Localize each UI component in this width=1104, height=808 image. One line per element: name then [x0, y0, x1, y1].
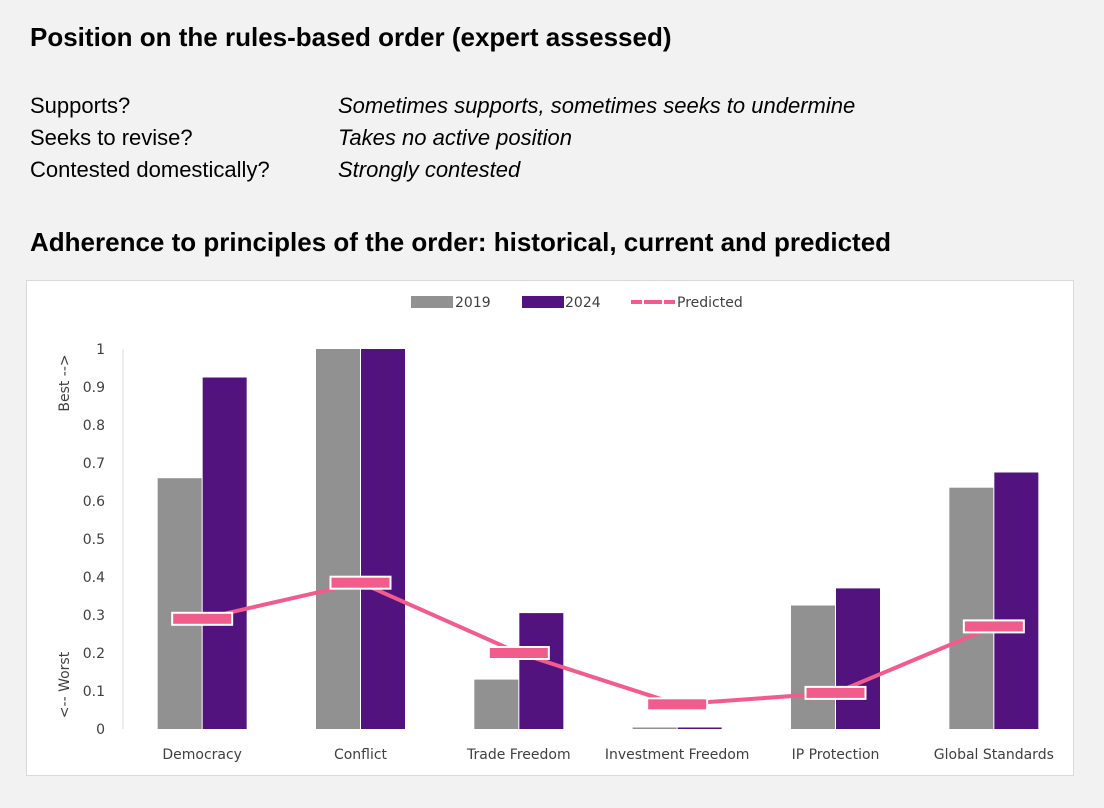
legend-label-2019: 2019 — [455, 295, 491, 311]
position-label: Supports? — [30, 93, 131, 118]
y-axis-label-worst: <-- Worst — [57, 651, 73, 718]
y-tick-label: 0.8 — [83, 418, 105, 434]
legend-marker-predicted — [642, 298, 664, 306]
y-tick-label: 0.5 — [83, 532, 105, 548]
x-tick-label: IP Protection — [792, 747, 880, 763]
legend-label-2024: 2024 — [565, 295, 601, 311]
bar-2024-conflict — [361, 349, 405, 729]
y-tick-label: 0 — [96, 722, 105, 738]
predicted-marker-ip-protection — [804, 685, 867, 700]
predicted-marker-trade-freedom — [487, 646, 550, 660]
adherence-chart: 0 0.1 0.2 0.3 0.4 0.5 0.6 0.7 0.8 0.9 1 Best --> <--… — [26, 280, 1074, 776]
bar-2019-trade-freedom — [474, 679, 519, 729]
position-label: Seeks to revise? — [30, 125, 193, 150]
bar-2019-democracy — [157, 478, 202, 729]
x-tick-label: Conflict — [334, 747, 388, 763]
bar-2024-investment-freedom — [677, 727, 722, 729]
bar-2024-democracy — [202, 377, 247, 729]
y-tick-label: 0.4 — [83, 570, 105, 586]
predicted-marker-democracy — [171, 611, 234, 626]
position-value: Takes no active position — [338, 125, 572, 150]
y-tick-label: 0.7 — [83, 456, 105, 472]
legend-swatch-2024 — [522, 296, 564, 308]
x-tick-label: Global Standards — [934, 747, 1054, 763]
bar-2024-trade-freedom — [519, 613, 564, 729]
bar-2019-ip-protection — [791, 605, 835, 729]
legend-label-predicted: Predicted — [677, 295, 743, 311]
x-tick-label: Democracy — [162, 747, 242, 763]
y-tick-label: 0.6 — [83, 494, 105, 510]
y-tick-label: 1 — [96, 342, 105, 358]
adherence-title: Adherence to principles of the order: hi… — [30, 227, 892, 257]
y-tick-label: 0.1 — [83, 684, 105, 700]
position-value: Strongly contested — [338, 157, 521, 182]
bar-2024-ip-protection — [836, 588, 880, 729]
x-tick-label: Investment Freedom — [605, 747, 750, 763]
position-value: Sometimes supports, sometimes seeks to u… — [338, 93, 856, 118]
legend-swatch-2019 — [411, 296, 453, 308]
bar-2019-conflict — [316, 349, 360, 729]
bar-2019-global-standards — [949, 487, 994, 729]
chart-svg: 0 0.1 0.2 0.3 0.4 0.5 0.6 0.7 0.8 0.9 1 Best --> <--… — [57, 295, 1054, 763]
predicted-marker-investment-freedom — [646, 697, 709, 712]
bar-2024-global-standards — [994, 472, 1039, 729]
y-tick-label: 0.3 — [83, 608, 105, 624]
x-tick-label: Trade Freedom — [466, 747, 571, 763]
y-tick-label: 0.9 — [83, 380, 105, 396]
y-tick-label: 0.2 — [83, 646, 105, 662]
predicted-marker-global-standards — [962, 619, 1025, 634]
bar-2019-investment-freedom — [632, 727, 677, 729]
y-axis-label-best: Best --> — [57, 354, 73, 411]
predicted-marker-conflict — [329, 575, 392, 590]
position-title: Position on the rules-based order (exper… — [30, 22, 672, 52]
position-label: Contested domestically? — [30, 157, 270, 182]
